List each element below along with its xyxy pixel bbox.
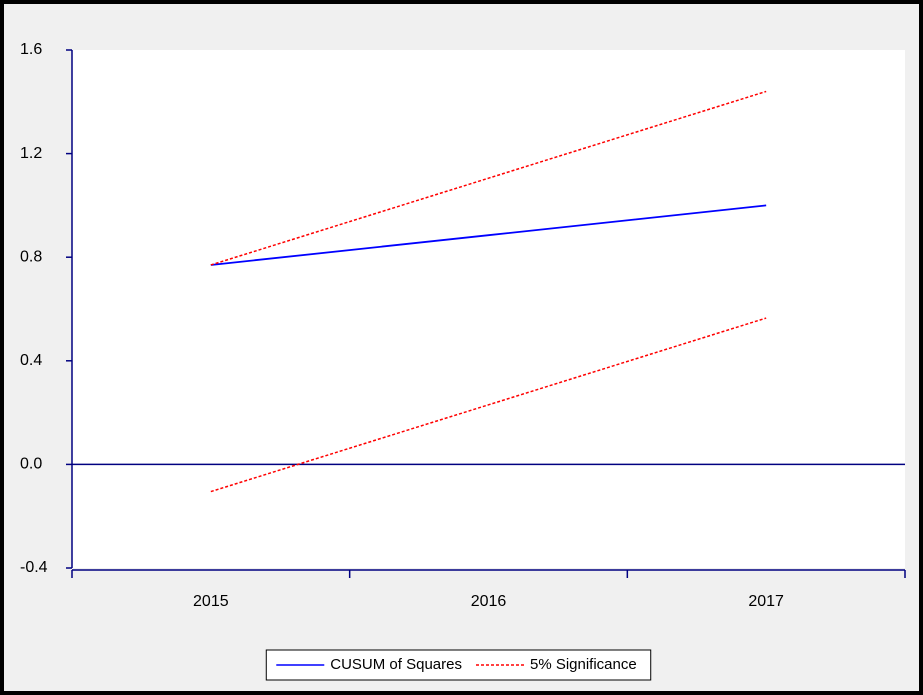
x-tick-label: 2016 [471,593,507,610]
legend-label: CUSUM of Squares [330,656,462,673]
plot-area [72,50,905,568]
x-tick-label: 2017 [748,593,784,610]
legend-box [265,649,652,681]
legend-label: 5% Significance [530,656,637,673]
series-line [210,90,767,266]
y-tick-label: 1.2 [20,145,42,162]
series-line [210,204,767,266]
y-tick-label: -0.4 [20,559,48,576]
y-tick-label: 1.6 [20,41,42,58]
x-tick-label: 2015 [193,593,229,610]
y-tick-label: 0.4 [20,352,42,369]
y-tick-label: 0.0 [20,456,42,473]
series-line [210,317,767,493]
y-tick-label: 0.8 [20,248,42,265]
